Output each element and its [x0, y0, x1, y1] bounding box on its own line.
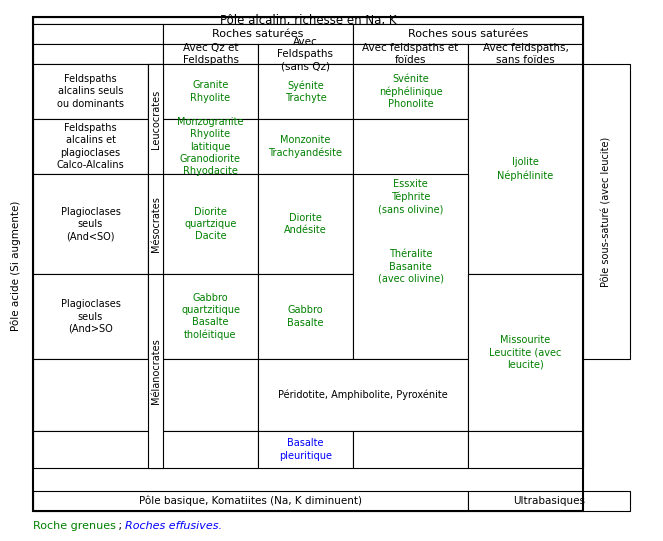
Text: Missourite
Leucitite (avec
leucite): Missourite Leucitite (avec leucite)	[489, 335, 562, 370]
Bar	[468, 491, 630, 511]
Bar	[163, 359, 258, 431]
Text: Feldspaths
alcalins seuls
ou dominants: Feldspaths alcalins seuls ou dominants	[57, 74, 124, 109]
Text: Gabbro
quartzitique
Basalte
tholéitique: Gabbro quartzitique Basalte tholéitique	[181, 293, 240, 340]
Text: Essxite
Téphrite
(sans olivine): Essxite Téphrite (sans olivine)	[378, 179, 443, 214]
Bar	[353, 174, 468, 359]
Text: Syénite
Trachyte: Syénite Trachyte	[284, 80, 326, 103]
Text: Ijolite
Néphélinite: Ijolite Néphélinite	[497, 157, 554, 181]
Bar	[33, 24, 163, 44]
Text: Roches saturées: Roches saturées	[212, 29, 304, 39]
Text: Feldspaths
alcalins et
plagioclases
Calco-Alcalins: Feldspaths alcalins et plagioclases Calc…	[56, 123, 125, 170]
Text: Avec Qz et
Feldspaths: Avec Qz et Feldspaths	[182, 43, 239, 65]
Bar	[33, 274, 148, 359]
Bar	[353, 119, 468, 274]
Bar	[33, 17, 583, 511]
Text: Péridotite, Amphibolite, Pyroxénite: Péridotite, Amphibolite, Pyroxénite	[278, 390, 448, 400]
Bar	[33, 44, 163, 64]
Bar	[33, 431, 258, 468]
Text: Diorite
quartzique
Dacite: Diorite quartzique Dacite	[184, 207, 237, 241]
Bar	[33, 174, 148, 274]
Text: Mélanocrates: Mélanocrates	[151, 338, 160, 404]
Bar	[468, 64, 583, 119]
Bar	[148, 274, 163, 359]
Text: ;: ;	[115, 521, 125, 531]
Bar	[258, 64, 353, 119]
Bar	[163, 24, 353, 44]
Bar	[468, 64, 583, 274]
Bar	[258, 44, 353, 64]
Text: Basalte
pleuritique: Basalte pleuritique	[279, 438, 332, 461]
Text: Pôle acide (Si augmente): Pôle acide (Si augmente)	[11, 201, 21, 331]
Text: Roches effusives.: Roches effusives.	[125, 521, 222, 531]
Bar	[258, 119, 353, 174]
Bar	[258, 174, 353, 274]
Text: Monzogranite
Rhyolite
latitique
Granodiorite
Rhyodacite: Monzogranite Rhyolite latitique Granodio…	[177, 117, 244, 176]
Text: Roches sous saturées: Roches sous saturées	[408, 29, 528, 39]
Bar	[163, 44, 258, 64]
Bar	[353, 64, 468, 119]
Bar	[148, 174, 163, 274]
Text: Avec
Feldspaths
(sans Qz): Avec Feldspaths (sans Qz)	[278, 37, 333, 71]
Text: Avec feldspaths et
foïdes: Avec feldspaths et foïdes	[363, 43, 459, 65]
Bar	[163, 64, 258, 119]
Text: Plagioclases
seuls
(And>SO: Plagioclases seuls (And>SO	[60, 299, 121, 334]
Bar	[163, 174, 258, 274]
Bar	[258, 274, 353, 359]
Text: Diorite
Andésite: Diorite Andésite	[284, 213, 327, 235]
Bar	[163, 119, 258, 174]
Text: Pôle sous-saturé (avec leucite): Pôle sous-saturé (avec leucite)	[601, 136, 611, 287]
Text: Pôle basique, Komatiites (Na, K diminuent): Pôle basique, Komatiites (Na, K diminuen…	[139, 496, 362, 506]
Text: Leucocrates: Leucocrates	[151, 89, 160, 149]
Text: Ultrabasiques: Ultrabasiques	[513, 496, 585, 506]
Bar	[33, 17, 583, 24]
Bar	[353, 24, 583, 44]
Bar	[33, 64, 148, 119]
Bar	[33, 359, 163, 431]
Bar	[468, 431, 583, 468]
Bar	[163, 274, 258, 359]
Bar	[258, 431, 353, 468]
Bar	[148, 64, 163, 174]
Bar	[583, 64, 630, 359]
Text: Théralite
Basanite
(avec olivine): Théralite Basanite (avec olivine)	[377, 249, 444, 284]
Text: Plagioclases
seuls
(And<SO): Plagioclases seuls (And<SO)	[60, 207, 121, 241]
Bar	[148, 119, 163, 174]
Text: Avec feldspaths,
sans foïdes: Avec feldspaths, sans foïdes	[483, 43, 568, 65]
Text: Granite
Rhyolite: Granite Rhyolite	[190, 80, 231, 103]
Bar	[353, 431, 468, 468]
Bar	[148, 64, 163, 119]
Bar	[148, 174, 163, 274]
Bar	[468, 44, 583, 64]
Bar	[33, 119, 148, 174]
Bar	[353, 44, 468, 64]
Text: Svénite
néphélinique
Phonolite: Svénite néphélinique Phonolite	[379, 74, 442, 109]
Bar	[468, 274, 583, 431]
Text: Gabbro
Basalte: Gabbro Basalte	[287, 305, 324, 328]
Bar	[258, 359, 468, 431]
Text: Mésocrates: Mésocrates	[151, 196, 160, 252]
Bar	[148, 274, 163, 468]
Bar	[33, 491, 468, 511]
Text: Roche grenues: Roche grenues	[33, 521, 116, 531]
Text: Pôle alcalin, richesse en Na, K: Pôle alcalin, richesse en Na, K	[219, 14, 396, 27]
Text: Monzonite
Trachyandésite: Monzonite Trachyandésite	[269, 135, 343, 158]
